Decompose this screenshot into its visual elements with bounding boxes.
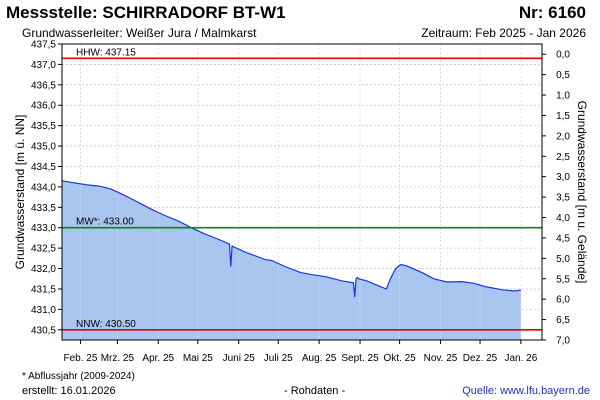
axes: 430,5 431,0 431,5 432,0 432,5 433,0 433,5 434,0…	[13, 40, 589, 365]
series-area	[61, 44, 522, 340]
y-tick-label: 432,0	[31, 264, 56, 275]
y-tick-label: 434,5	[31, 162, 56, 173]
y-tick-label: 436,0	[31, 101, 56, 112]
y-tick-label: 431,0	[31, 305, 56, 316]
y-tick-label: 436,5	[31, 80, 56, 91]
x-tick-label: Sept. 25	[341, 353, 379, 364]
created-date: erstellt: 16.01.2026	[22, 385, 116, 397]
reference-label: HHW: 437.15	[76, 47, 136, 58]
y2-tick-label: 5,5	[556, 274, 570, 285]
reference-label: MW*: 433.00	[76, 217, 134, 228]
y-tick-label: 433,5	[31, 203, 56, 214]
groundwater-line	[61, 180, 521, 298]
x-tick-label: Apr. 25	[142, 353, 174, 364]
footnote: * Abflussjahr (2009-2024)	[22, 371, 135, 382]
x-tick-label: Dez. 25	[463, 353, 498, 364]
y-tick-label: 435,0	[31, 142, 56, 153]
y2-tick-label: 0,5	[556, 70, 570, 81]
station-number: Nr: 6160	[518, 3, 586, 22]
y2-tick-label: 2,0	[556, 131, 570, 142]
x-tick-label: Nov. 25	[424, 353, 458, 364]
y2-tick-label: 1,0	[556, 91, 570, 102]
y-tick-label: 432,5	[31, 244, 56, 255]
y2-tick-label: 0,0	[556, 50, 570, 61]
y2-tick-label: 6,5	[556, 315, 570, 326]
y2-tick-label: 4,0	[556, 213, 570, 224]
y2-tick-label: 3,0	[556, 172, 570, 183]
y-tick-label: 434,0	[31, 182, 56, 193]
y2-tick-label: 2,5	[556, 152, 570, 163]
x-tick-label: Okt. 25	[383, 353, 416, 364]
y2-tick-label: 1,5	[556, 111, 570, 122]
y-axis-label: Grundwasserstand [m ü. NN]	[13, 115, 27, 270]
period-label: Zeitraum: Feb 2025 - Jan 2026	[421, 26, 586, 40]
aquifer-label: Grundwasserleiter: Weißer Jura / Malmkar…	[22, 26, 257, 40]
x-tick-label: Juni 25	[223, 353, 256, 364]
y-tick-label: 433,0	[31, 223, 56, 234]
x-tick-label: Mrz. 25	[101, 353, 135, 364]
y-tick-label: 431,5	[31, 284, 56, 295]
y2-tick-label: 5,0	[556, 254, 570, 265]
x-tick-label: Feb. 25	[64, 353, 98, 364]
source-link[interactable]: Quelle: www.lfu.bayern.de	[462, 385, 590, 397]
x-tick-label: Jan. 26	[504, 353, 537, 364]
y2-tick-label: 3,5	[556, 193, 570, 204]
x-tick-label: Mai 25	[183, 353, 213, 364]
y-tick-label: 430,5	[31, 325, 56, 336]
y-tick-label: 437,0	[31, 60, 56, 71]
y2-axis-label: Grundwasserstand [m u. Gelände]	[575, 101, 589, 284]
reference-lines: HHW: 437.15 MW*: 433.00 NNW: 430.50	[62, 47, 542, 331]
x-tick-label: Juli 25	[264, 353, 293, 364]
y2-tick-label: 6,0	[556, 295, 570, 306]
plot-frame	[61, 43, 543, 341]
chart-title: Messstelle: SCHIRRADORF BT-W1	[6, 3, 286, 22]
y2-tick-label: 4,5	[556, 233, 570, 244]
y-tick-label: 435,5	[31, 121, 56, 132]
raw-data-note: - Rohdaten -	[284, 385, 346, 397]
x-tick-label: Aug. 25	[302, 353, 337, 364]
reference-label: NNW: 430.50	[76, 319, 136, 330]
y2-tick-label: 7,0	[556, 336, 570, 347]
y-tick-label: 437,5	[31, 40, 56, 51]
